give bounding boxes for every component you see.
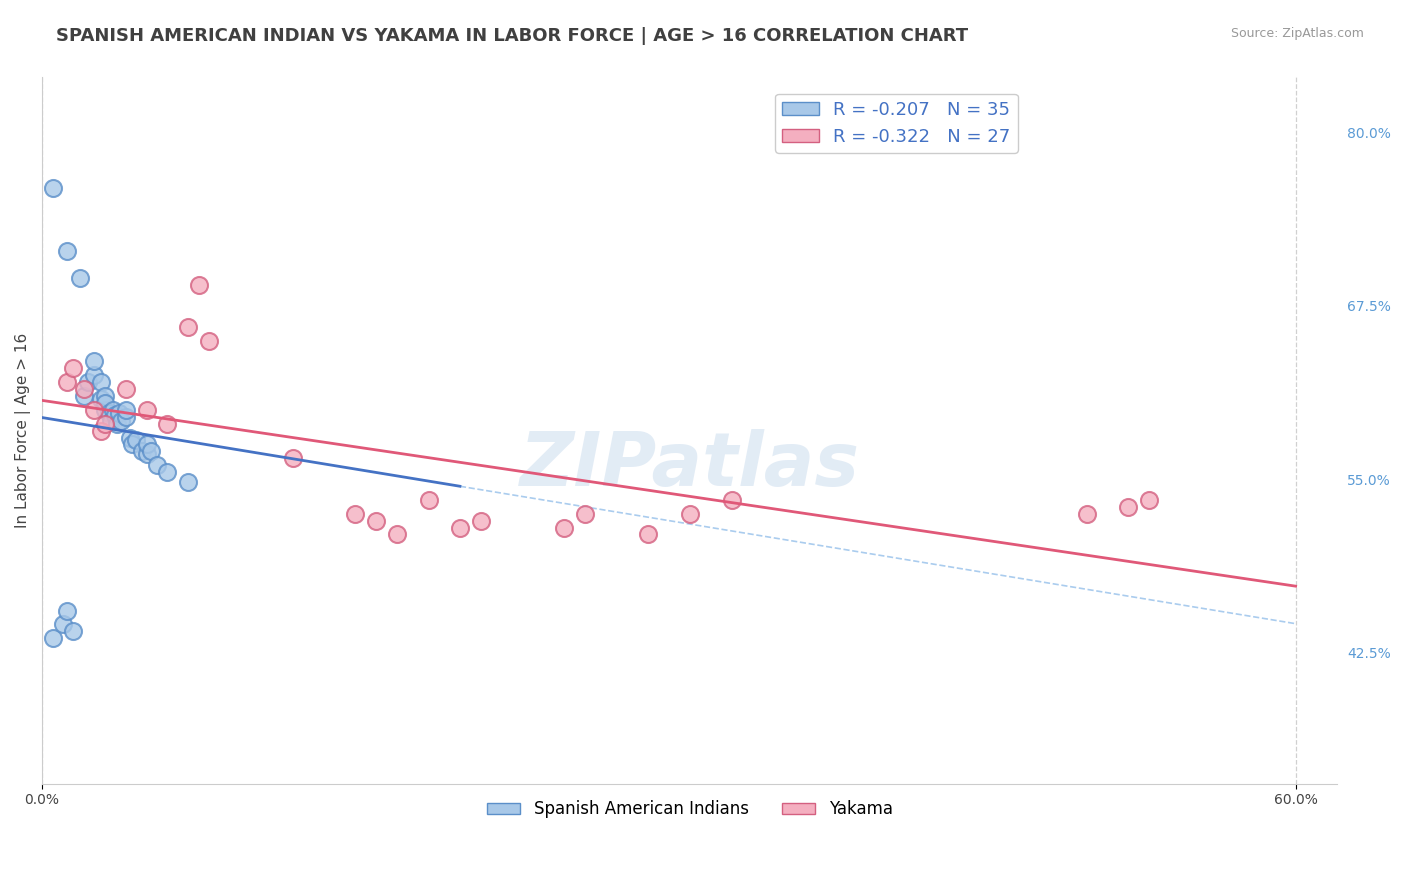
Point <box>121 437 143 451</box>
Point <box>637 527 659 541</box>
Legend: Spanish American Indians, Yakama: Spanish American Indians, Yakama <box>481 794 900 825</box>
Point <box>94 389 117 403</box>
Point <box>146 458 169 473</box>
Point <box>90 424 112 438</box>
Point <box>198 334 221 348</box>
Point <box>281 451 304 466</box>
Point <box>418 492 440 507</box>
Point <box>449 520 471 534</box>
Point <box>110 414 132 428</box>
Point <box>108 406 131 420</box>
Point <box>73 389 96 403</box>
Point <box>177 475 200 489</box>
Point <box>105 417 128 431</box>
Text: Source: ZipAtlas.com: Source: ZipAtlas.com <box>1230 27 1364 40</box>
Point <box>118 430 141 444</box>
Point <box>62 361 84 376</box>
Point <box>41 632 63 646</box>
Point <box>104 409 127 423</box>
Point <box>100 414 122 428</box>
Point <box>56 244 79 258</box>
Point <box>187 278 209 293</box>
Point <box>1118 500 1140 514</box>
Point <box>135 437 157 451</box>
Y-axis label: In Labor Force | Age > 16: In Labor Force | Age > 16 <box>15 333 31 528</box>
Point <box>1076 507 1098 521</box>
Point <box>77 375 100 389</box>
Point <box>131 444 153 458</box>
Point <box>90 392 112 406</box>
Point <box>94 417 117 431</box>
Point <box>73 382 96 396</box>
Point <box>83 354 105 368</box>
Point <box>69 271 91 285</box>
Text: ZIPatlas: ZIPatlas <box>520 429 859 502</box>
Point <box>470 514 492 528</box>
Point <box>574 507 596 521</box>
Point <box>101 402 124 417</box>
Text: SPANISH AMERICAN INDIAN VS YAKAMA IN LABOR FORCE | AGE > 16 CORRELATION CHART: SPANISH AMERICAN INDIAN VS YAKAMA IN LAB… <box>56 27 969 45</box>
Point <box>83 402 105 417</box>
Point <box>177 319 200 334</box>
Point <box>366 514 388 528</box>
Point <box>94 396 117 410</box>
Point <box>139 444 162 458</box>
Point <box>62 624 84 639</box>
Point <box>90 375 112 389</box>
Point <box>94 402 117 417</box>
Point <box>679 507 702 521</box>
Point <box>114 409 136 424</box>
Point <box>114 382 136 396</box>
Point <box>114 402 136 417</box>
Point <box>83 368 105 383</box>
Point <box>56 604 79 618</box>
Point <box>720 492 742 507</box>
Point <box>135 402 157 417</box>
Point <box>1137 492 1160 507</box>
Point <box>553 520 575 534</box>
Point <box>41 181 63 195</box>
Point <box>156 465 179 479</box>
Point <box>97 406 120 420</box>
Point <box>56 375 79 389</box>
Point <box>156 417 179 431</box>
Point <box>344 507 367 521</box>
Point <box>135 447 157 461</box>
Point <box>387 527 409 541</box>
Point <box>125 434 148 448</box>
Point <box>52 617 75 632</box>
